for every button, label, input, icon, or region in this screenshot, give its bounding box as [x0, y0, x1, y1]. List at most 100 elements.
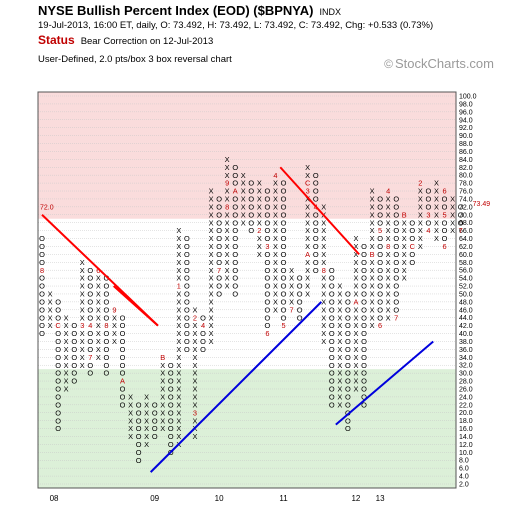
- o-box: O: [55, 408, 61, 417]
- o-box: O: [120, 329, 126, 338]
- x-box: X: [353, 250, 358, 259]
- o-box: O: [87, 282, 93, 291]
- x-box: X: [273, 250, 278, 259]
- o-box: O: [39, 274, 45, 283]
- x-box: X: [241, 210, 246, 219]
- x-box: X: [337, 377, 342, 386]
- x-box: X: [353, 274, 358, 283]
- x-box: X: [128, 432, 133, 441]
- o-box: O: [216, 242, 222, 251]
- month-mark: 7: [217, 266, 221, 275]
- o-box: O: [313, 187, 319, 196]
- o-box: O: [216, 282, 222, 291]
- o-box: O: [216, 258, 222, 267]
- x-box: X: [402, 266, 407, 275]
- o-box: O: [39, 329, 45, 338]
- x-box: X: [273, 242, 278, 251]
- o-box: O: [55, 400, 61, 409]
- x-box: X: [273, 195, 278, 204]
- x-box: X: [273, 179, 278, 188]
- x-box: X: [402, 258, 407, 267]
- x-box: X: [402, 242, 407, 251]
- x-box: X: [353, 258, 358, 267]
- o-box: O: [281, 305, 287, 314]
- x-box: X: [176, 361, 181, 370]
- o-box: O: [168, 424, 174, 433]
- y-tick-label: 56.0: [459, 268, 473, 275]
- x-box: X: [273, 226, 278, 235]
- x-box: X: [289, 266, 294, 275]
- o-box: O: [39, 234, 45, 243]
- month-mark: 7: [289, 305, 293, 314]
- x-box: X: [64, 353, 69, 362]
- x-box: X: [257, 218, 262, 227]
- o-box: O: [232, 258, 238, 267]
- o-box: O: [184, 282, 190, 291]
- x-box: X: [353, 305, 358, 314]
- x-box: X: [305, 218, 310, 227]
- o-box: O: [409, 234, 415, 243]
- o-box: O: [168, 369, 174, 378]
- x-box: X: [337, 305, 342, 314]
- o-box: O: [361, 353, 367, 362]
- x-box: X: [112, 337, 117, 346]
- o-box: O: [184, 329, 190, 338]
- x-box: X: [64, 385, 69, 394]
- x-box: X: [192, 377, 197, 386]
- o-box: O: [216, 274, 222, 283]
- bearish-trendline: [279, 166, 360, 256]
- o-box: O: [104, 297, 110, 306]
- x-box: X: [370, 321, 375, 330]
- o-box: O: [265, 210, 271, 219]
- x-box: X: [418, 242, 423, 251]
- x-box: X: [96, 282, 101, 291]
- x-box: X: [209, 187, 214, 196]
- o-box: O: [120, 353, 126, 362]
- x-box: X: [144, 416, 149, 425]
- o-box: O: [87, 305, 93, 314]
- o-box: O: [345, 361, 351, 370]
- x-box: X: [337, 329, 342, 338]
- o-box: O: [281, 242, 287, 251]
- x-box: X: [353, 234, 358, 243]
- x-box: X: [353, 337, 358, 346]
- month-mark: C: [305, 179, 311, 188]
- o-box: O: [345, 321, 351, 330]
- o-box: O: [313, 171, 319, 180]
- x-box: X: [160, 424, 165, 433]
- plot-frame: [37, 91, 457, 489]
- o-box: O: [297, 274, 303, 283]
- o-box: O: [393, 258, 399, 267]
- o-box: O: [184, 250, 190, 259]
- x-box: X: [386, 210, 391, 219]
- month-mark: A: [233, 187, 238, 196]
- o-box: O: [184, 266, 190, 275]
- y-tick-label: 28.0: [459, 379, 473, 386]
- month-mark: 5: [442, 210, 446, 219]
- x-box: X: [450, 226, 455, 235]
- o-box: O: [345, 408, 351, 417]
- x-box: X: [225, 266, 230, 275]
- o-box: O: [281, 313, 287, 322]
- o-box: O: [136, 408, 142, 417]
- o-box: O: [377, 234, 383, 243]
- x-box: X: [353, 242, 358, 251]
- o-box: O: [377, 290, 383, 299]
- quote-line: 19-Jul-2013, 16:00 ET, daily, O: 73.492,…: [38, 20, 434, 31]
- x-box: X: [386, 258, 391, 267]
- x-box: X: [386, 234, 391, 243]
- o-box: O: [281, 179, 287, 188]
- x-box: X: [337, 345, 342, 354]
- o-box: O: [87, 345, 93, 354]
- month-mark: 4: [273, 171, 277, 180]
- x-box: X: [305, 202, 310, 211]
- o-box: O: [377, 305, 383, 314]
- x-box: X: [434, 187, 439, 196]
- x-box: X: [192, 321, 197, 330]
- x-box: X: [273, 258, 278, 267]
- y-tick-label: 10.0: [459, 450, 473, 457]
- x-box: X: [96, 321, 101, 330]
- x-box: X: [80, 282, 85, 291]
- o-box: O: [393, 282, 399, 291]
- o-box: O: [152, 424, 158, 433]
